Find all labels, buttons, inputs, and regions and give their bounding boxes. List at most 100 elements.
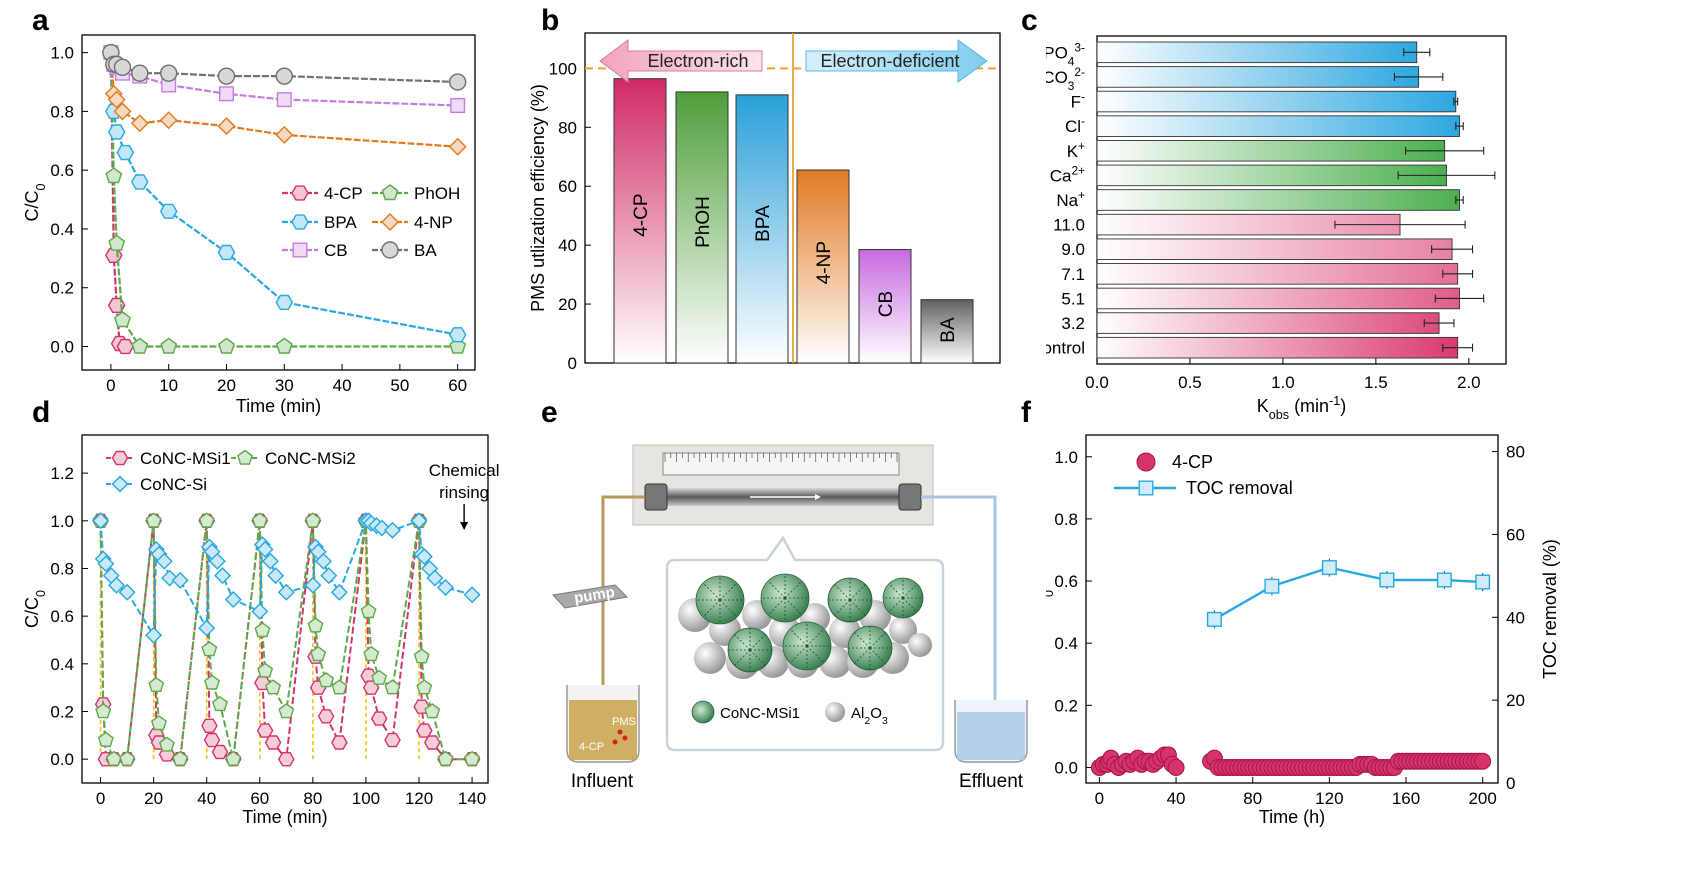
data-point [218, 337, 235, 354]
legend-marker [381, 184, 399, 201]
x-tick-label: 2.0 [1457, 373, 1481, 392]
data-point [464, 750, 481, 766]
plot-frame [81, 434, 489, 784]
legend-label: CoNC-MSi2 [265, 449, 356, 468]
data-point [331, 679, 348, 695]
data-point [217, 244, 236, 261]
data-point [426, 569, 444, 587]
data-point [131, 337, 149, 354]
x-tick-label: 100 [352, 789, 380, 808]
x-tick-label: 0.0 [1085, 373, 1109, 392]
data-point [159, 203, 178, 219]
y-right-tick-label: 40 [1506, 608, 1525, 627]
legend-marker [292, 242, 308, 258]
legend-entry: BPA [282, 213, 357, 232]
x-tick-label: 50 [390, 376, 409, 395]
data-point [275, 125, 294, 144]
data-point [276, 92, 292, 108]
x-tick-label: 20 [217, 376, 236, 395]
bar-row: PO43- [1046, 40, 1431, 68]
y-tick-label: 20 [558, 295, 577, 314]
data-point [320, 567, 338, 585]
data-point [413, 648, 430, 664]
y-tick-label: 0.8 [50, 102, 74, 121]
data-point [437, 579, 454, 596]
legend-marker [291, 214, 309, 230]
bar [1096, 336, 1459, 359]
legend-label: CoNC-Si [140, 475, 207, 494]
legend-label: 4-CP [1172, 452, 1213, 472]
y-tick-label: 0.0 [50, 337, 74, 356]
legend-marker [381, 213, 399, 231]
x-axis-label: Time (min) [242, 807, 327, 827]
legend-marker [111, 475, 129, 493]
data-point [204, 674, 221, 690]
arrow-shape [805, 39, 988, 83]
sphere-channel [702, 582, 721, 601]
data-point [277, 752, 295, 767]
data-point [108, 234, 126, 251]
x-tick-label: 40 [333, 376, 352, 395]
data-point [1379, 572, 1395, 588]
legend-conc-label: CoNC-MSi1 [720, 705, 800, 722]
data-point [384, 732, 401, 748]
data-point [113, 58, 132, 77]
x-tick-label: 120 [1315, 789, 1343, 808]
chart-f: 0 40 80 120 160 200 0.0 0.2 0.4 0.6 0.8 1.0 0 20 40 60 8… [1046, 434, 1560, 827]
al2o3-sphere [908, 633, 932, 657]
data-point [201, 641, 218, 657]
data-point [130, 174, 149, 190]
data-point [415, 723, 433, 738]
data-point [254, 622, 271, 638]
legend-label: 4-CP [324, 184, 363, 203]
data-point [201, 718, 218, 733]
y-right-tick-label: 20 [1506, 691, 1525, 710]
y-tick-label: 0.8 [50, 559, 74, 578]
bar [920, 299, 974, 364]
category-label: 5.1 [1061, 289, 1085, 308]
sphere-channel [888, 583, 904, 599]
data-point [275, 67, 293, 85]
bar [1096, 263, 1459, 285]
data-point [304, 512, 321, 528]
legend-entry: 4-NP [372, 213, 453, 232]
category-label: PO43- [1046, 40, 1085, 68]
data-point [437, 750, 454, 766]
bar-label: 4-NP [814, 241, 835, 284]
bar [1096, 140, 1446, 162]
x-tick-label: 10 [159, 376, 178, 395]
sphere-channel [767, 597, 786, 616]
series-CoNC-Si [92, 512, 481, 644]
bar [735, 94, 789, 364]
y-tick-label: 0.4 [50, 220, 74, 239]
sphere-channel [767, 580, 786, 599]
data-point [363, 645, 380, 662]
bar-row: 9.0 [1061, 238, 1474, 260]
data-point [107, 124, 126, 140]
data-point [130, 114, 149, 133]
sphere-channel [784, 580, 803, 599]
bar-row: 3.2 [1061, 312, 1455, 334]
bar [1096, 287, 1460, 310]
arrow-electron-rich: Electron-rich [599, 39, 763, 83]
bar [1096, 312, 1440, 334]
x-tick-label: 40 [197, 789, 216, 808]
legend-marker [111, 450, 129, 466]
al2o3-sphere [694, 642, 726, 674]
bar [613, 78, 667, 364]
y-tick-label: 0.2 [50, 702, 74, 721]
sphere-channel [806, 628, 825, 647]
bar-row: K+ [1067, 139, 1485, 162]
legend-marker [237, 449, 253, 465]
bar-4-CP: 4-CP [613, 78, 667, 364]
legend-entry: 4-CP [282, 184, 363, 203]
panel-letter-e: e [541, 396, 558, 429]
sphere-channel [719, 599, 738, 618]
data-point [218, 86, 234, 102]
y-axis-label: C/C0 [22, 590, 48, 628]
y-tick-label: 1.0 [50, 44, 74, 63]
data-point [307, 617, 324, 633]
y-tick-label: 0.6 [1054, 572, 1078, 591]
influent-pipe [601, 495, 645, 695]
